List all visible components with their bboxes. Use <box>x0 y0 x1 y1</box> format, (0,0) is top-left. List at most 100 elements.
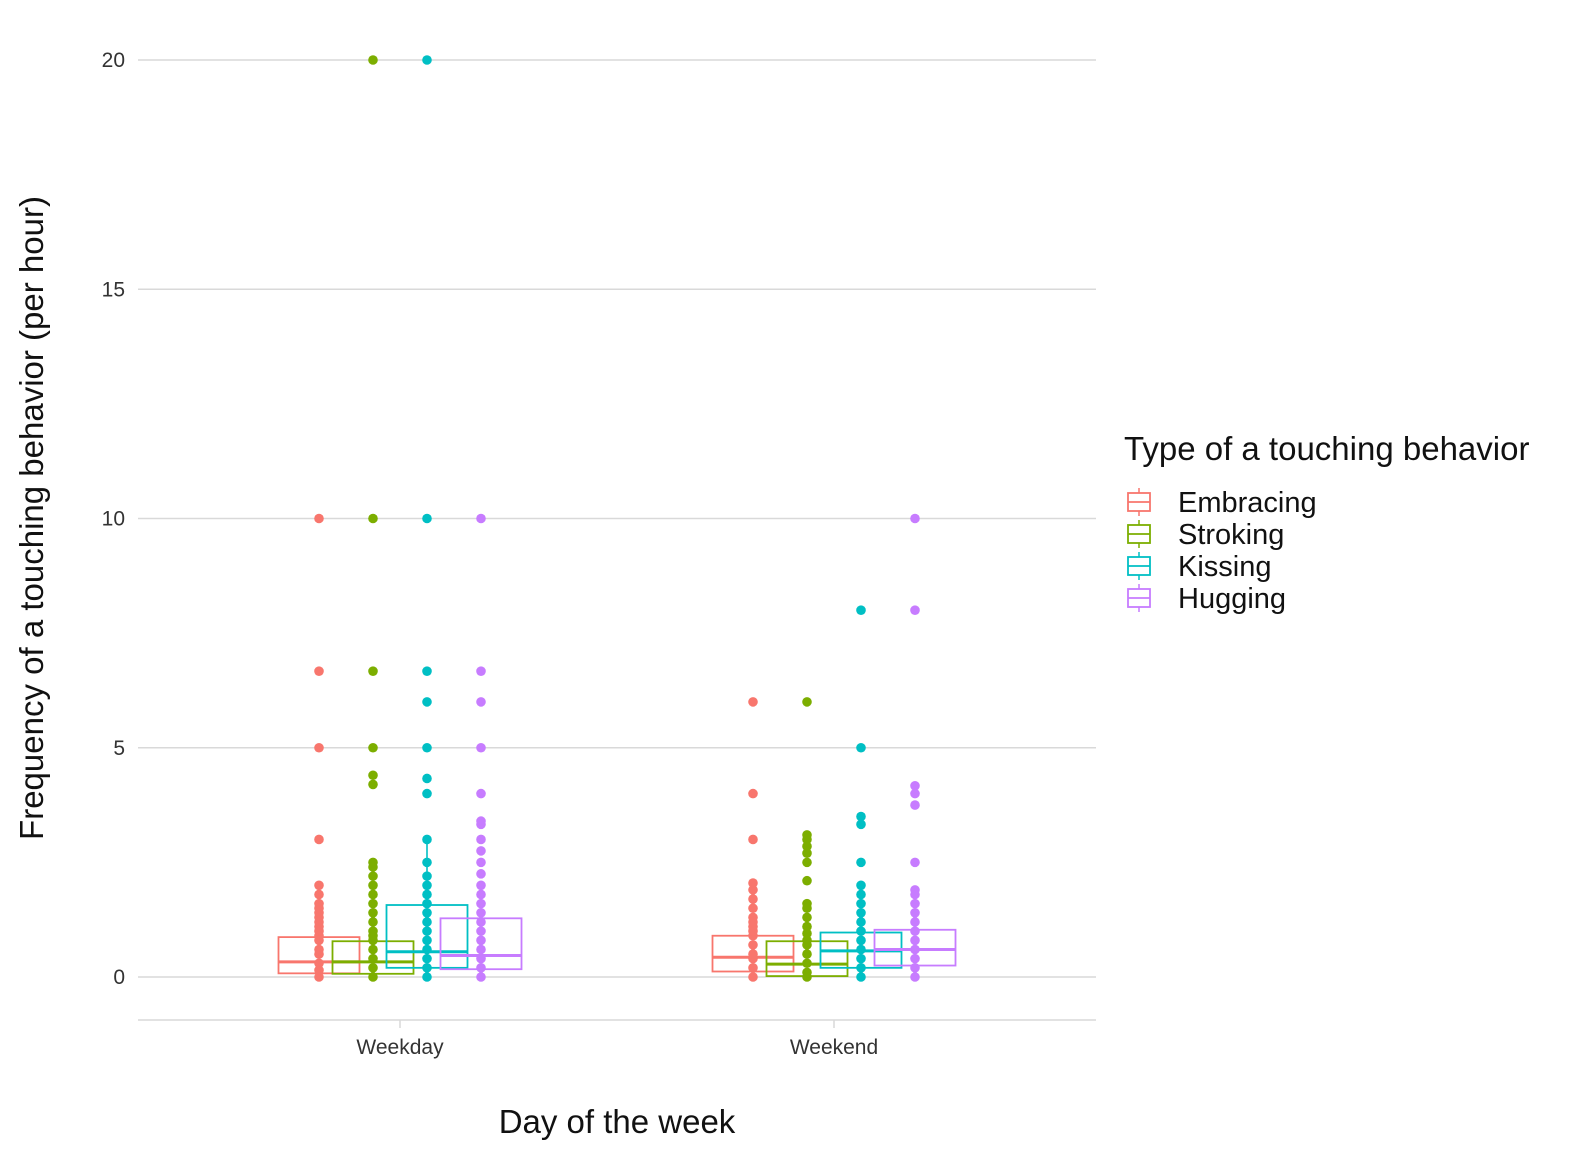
y-axis-ticks: 0 5 10 15 20 <box>102 49 125 989</box>
data-point-kissing <box>856 857 866 868</box>
legend-item-hugging: Hugging <box>1127 583 1286 615</box>
data-point-kissing <box>422 742 432 753</box>
data-point-hugging <box>476 953 486 964</box>
data-point-hugging <box>476 917 486 927</box>
data-point-hugging <box>476 788 486 799</box>
data-point-embracing <box>314 889 324 900</box>
data-point-stroking <box>368 944 378 955</box>
y-axis-title: Frequency of a touching behavior (per ho… <box>13 196 50 840</box>
gridlines <box>138 59 1096 978</box>
data-point-stroking <box>802 848 812 859</box>
data-point-hugging <box>476 846 486 856</box>
legend: Type of a touching behavior EmbracingStr… <box>1124 430 1529 615</box>
data-point-hugging <box>476 857 486 868</box>
data-point-stroking <box>802 875 812 886</box>
data-point-kissing <box>422 697 432 707</box>
data-point-kissing <box>856 944 866 955</box>
data-point-hugging <box>910 972 920 982</box>
data-point-stroking <box>368 889 378 900</box>
data-point-hugging <box>476 889 486 900</box>
data-point-hugging <box>910 857 920 868</box>
data-point-embracing <box>314 972 324 982</box>
data-point-kissing <box>422 898 432 909</box>
data-point-embracing <box>748 788 758 799</box>
data-point-stroking <box>802 912 812 923</box>
data-point-hugging <box>476 935 486 946</box>
data-point-hugging <box>476 666 486 676</box>
data-point-hugging <box>910 781 920 791</box>
data-point-embracing <box>314 965 324 975</box>
data-point-kissing <box>422 871 432 881</box>
data-point-embracing <box>314 958 324 969</box>
data-point-stroking <box>802 928 812 939</box>
data-point-kissing <box>422 513 432 524</box>
data-point-kissing <box>856 898 866 909</box>
data-point-stroking <box>802 958 812 969</box>
data-point-kissing <box>422 834 432 845</box>
data-point-kissing <box>422 944 432 955</box>
data-point-stroking <box>368 972 378 982</box>
data-point-hugging <box>910 800 920 810</box>
data-point-kissing <box>856 742 866 753</box>
data-point-stroking <box>368 742 378 753</box>
data-point-kissing <box>856 880 866 891</box>
data-point-hugging <box>910 926 920 936</box>
data-point-stroking <box>368 953 378 964</box>
data-point-hugging <box>476 944 486 955</box>
data-point-embracing <box>748 972 758 982</box>
data-point-stroking <box>802 949 812 959</box>
data-point-embracing <box>748 878 758 888</box>
data-point-stroking <box>368 926 378 936</box>
data-point-stroking <box>368 55 378 65</box>
data-point-stroking <box>368 871 378 881</box>
data-point-hugging <box>476 869 486 879</box>
y-tick-label: 10 <box>102 508 125 531</box>
data-point-hugging <box>476 816 486 826</box>
data-point-hugging <box>476 513 486 524</box>
data-point-hugging <box>476 742 486 753</box>
data-point-hugging <box>476 898 486 909</box>
data-point-stroking <box>368 857 378 868</box>
data-point-kissing <box>422 953 432 964</box>
data-point-stroking <box>368 779 378 790</box>
data-point-hugging <box>476 908 486 918</box>
data-point-kissing <box>856 908 866 918</box>
data-point-kissing <box>422 666 432 676</box>
data-point-stroking <box>802 935 812 946</box>
data-point-kissing <box>856 917 866 927</box>
data-point-stroking <box>368 666 378 676</box>
data-point-stroking <box>368 880 378 891</box>
data-point-hugging <box>476 697 486 707</box>
data-point-embracing <box>314 666 324 676</box>
data-point-kissing <box>856 953 866 964</box>
data-point-kissing <box>422 788 432 799</box>
x-tick-label: Weekday <box>356 1036 444 1059</box>
data-point-hugging <box>476 926 486 936</box>
data-point-kissing <box>422 963 432 973</box>
data-point-kissing <box>422 857 432 868</box>
y-tick-label: 15 <box>102 278 125 301</box>
data-point-embracing <box>748 903 758 914</box>
data-point-hugging <box>910 944 920 955</box>
data-point-stroking <box>368 908 378 918</box>
data-point-hugging <box>476 963 486 973</box>
legend-label: Kissing <box>1178 551 1272 583</box>
data-point-kissing <box>422 773 432 784</box>
y-tick-label: 0 <box>113 966 125 989</box>
data-point-kissing <box>856 972 866 982</box>
data-point-hugging <box>476 880 486 891</box>
data-point-kissing <box>422 908 432 918</box>
data-point-hugging <box>476 834 486 845</box>
data-point-hugging <box>910 898 920 909</box>
data-point-embracing <box>314 898 324 909</box>
data-point-hugging <box>910 953 920 964</box>
data-point-stroking <box>368 898 378 909</box>
data-point-embracing <box>748 885 758 895</box>
y-tick-label: 20 <box>102 49 125 72</box>
data-point-stroking <box>368 770 378 781</box>
data-point-kissing <box>422 935 432 946</box>
legend-label: Embracing <box>1178 487 1317 519</box>
legend-item-stroking: Stroking <box>1127 519 1284 551</box>
data-point-hugging <box>476 972 486 982</box>
